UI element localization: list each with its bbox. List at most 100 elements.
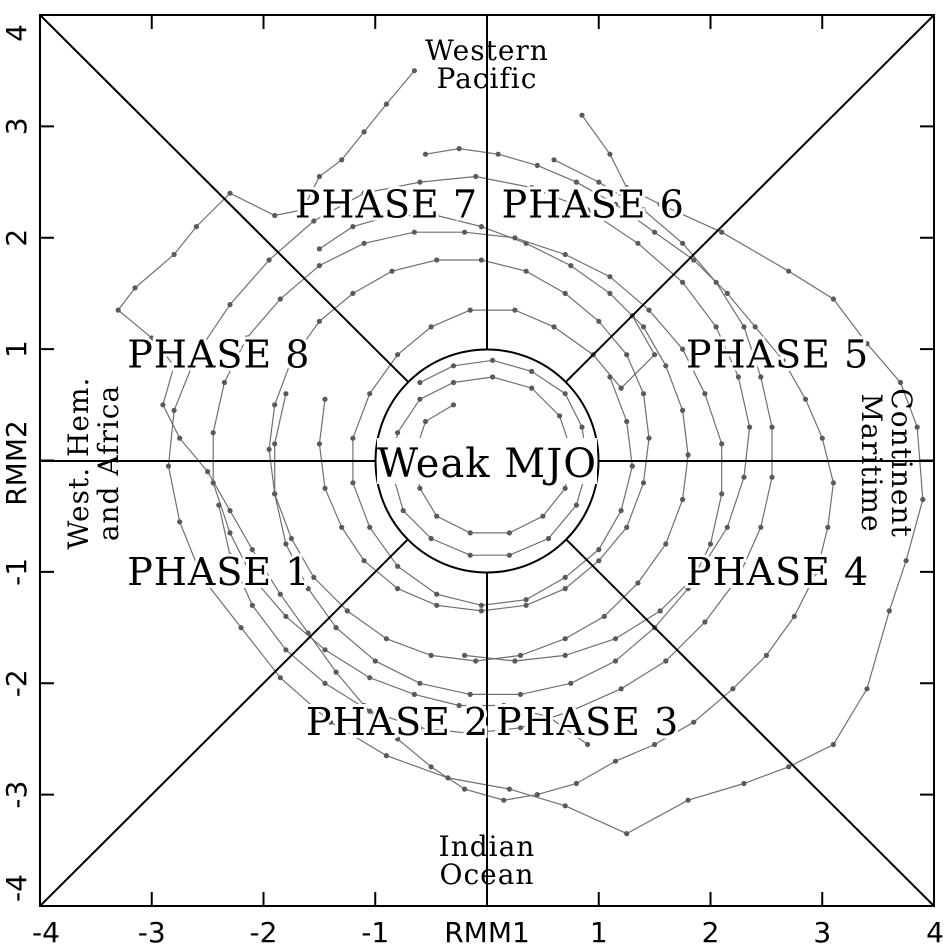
region-label-continent: Continent [885,388,918,537]
trajectory-point-inner [557,413,562,418]
trajectory-point [769,475,774,480]
trajectory-point [434,603,439,608]
trajectory-point [211,480,216,485]
trajectory-point [568,681,573,686]
chart-labels: Weak MJO Western Pacific Indian Ocean We… [0,34,918,891]
trajectory-point [423,152,428,157]
trajectory-point [272,491,277,496]
trajectory-point [194,224,199,229]
trajectory-point [524,269,529,274]
trajectory-point [317,263,322,268]
region-label-pacific: Pacific [437,62,538,95]
trajectory-point [166,464,171,469]
trajectory-point-inner [574,503,579,508]
trajectory-point [758,525,763,530]
trajectory-point [708,541,713,546]
trajectory-point-inner [423,419,428,424]
trajectory-point [177,519,182,524]
trajectory-point [652,352,657,357]
trajectory-point [412,68,417,73]
trajectory-point [507,787,512,792]
region-label-west-hem: West. Hem. [62,377,95,550]
trajectory-point [317,174,322,179]
phase-label-5: PHASE 5 [686,333,869,377]
trajectory-point [518,692,523,697]
y-axis-label: RMM2 [0,420,33,506]
trajectory-point [680,241,685,246]
trajectory-point [563,586,568,591]
trajectory-point [725,291,730,296]
trajectory-point [227,302,232,307]
trajectory-point [311,575,316,580]
trajectory-point [786,764,791,769]
trajectory-point [339,525,344,530]
trajectory-point [680,280,685,285]
trajectory-point [563,636,568,641]
phase-label-6: PHASE 6 [502,182,685,226]
trajectory-point [730,686,735,691]
trajectory-point [160,402,165,407]
trajectory-point [719,491,724,496]
trajectory-point [641,391,646,396]
trajectory-point [551,324,556,329]
trajectory-point [613,759,618,764]
trajectory-point [524,603,529,608]
trajectory-point [362,558,367,563]
trajectory-point [227,530,232,535]
trajectory-point [479,603,484,608]
y-tick-label: -3 [0,781,33,809]
y-tick-label: -4 [0,874,33,902]
trajectory-point [803,397,808,402]
trajectory-point [132,285,137,290]
trajectory-point [434,592,439,597]
trajectory-point [512,308,517,313]
x-tick-label: 4 [926,916,944,949]
trajectory-point [691,720,696,725]
x-tick-label: -3 [138,916,166,949]
x-tick-label: RMM1 [444,916,530,949]
trajectory-point [686,452,691,457]
trajectory-point-inner [468,530,473,535]
trajectory-point-inner [468,553,473,558]
trajectory-point [272,441,277,446]
trajectory-point [239,625,244,630]
x-tick-label: -4 [32,916,60,949]
trajectory-point-inner [579,425,584,430]
trajectory-point [350,291,355,296]
trajectory-point [384,753,389,758]
trajectory-point [563,252,568,257]
trajectory-point [116,308,121,313]
trajectory-point [468,308,473,313]
trajectory-point [719,441,724,446]
trajectory-point [227,191,232,196]
trajectory-point [289,536,294,541]
trajectory-point-inner [401,508,406,513]
trajectory-point [479,257,484,262]
trajectory-point [624,831,629,836]
trajectory-point [501,798,506,803]
trajectory-point [596,547,601,552]
trajectory-point [429,653,434,658]
trajectory-point [792,614,797,619]
trajectory-point-inner [507,530,512,535]
trajectory-point [479,608,484,613]
trajectory-point [412,230,417,235]
trajectory-point [898,380,903,385]
trajectory-point [831,742,836,747]
trajectory-point [177,436,182,441]
trajectory-point [373,658,378,663]
trajectory-point [283,541,288,546]
trajectory-point-inner [490,374,495,379]
trajectory-point [317,441,322,446]
trajectory-point [753,324,758,329]
trajectory-point [741,475,746,480]
trajectory-point-inner [540,514,545,519]
trajectory-point [741,781,746,786]
phase-label-7: PHASE 7 [295,182,478,226]
trajectory-point [658,608,663,613]
trajectory-point [278,296,283,301]
phase-label-1: PHASE 1 [127,550,310,594]
trajectory-point [462,230,467,235]
trajectory-point [702,619,707,624]
trajectory-point [820,436,825,441]
